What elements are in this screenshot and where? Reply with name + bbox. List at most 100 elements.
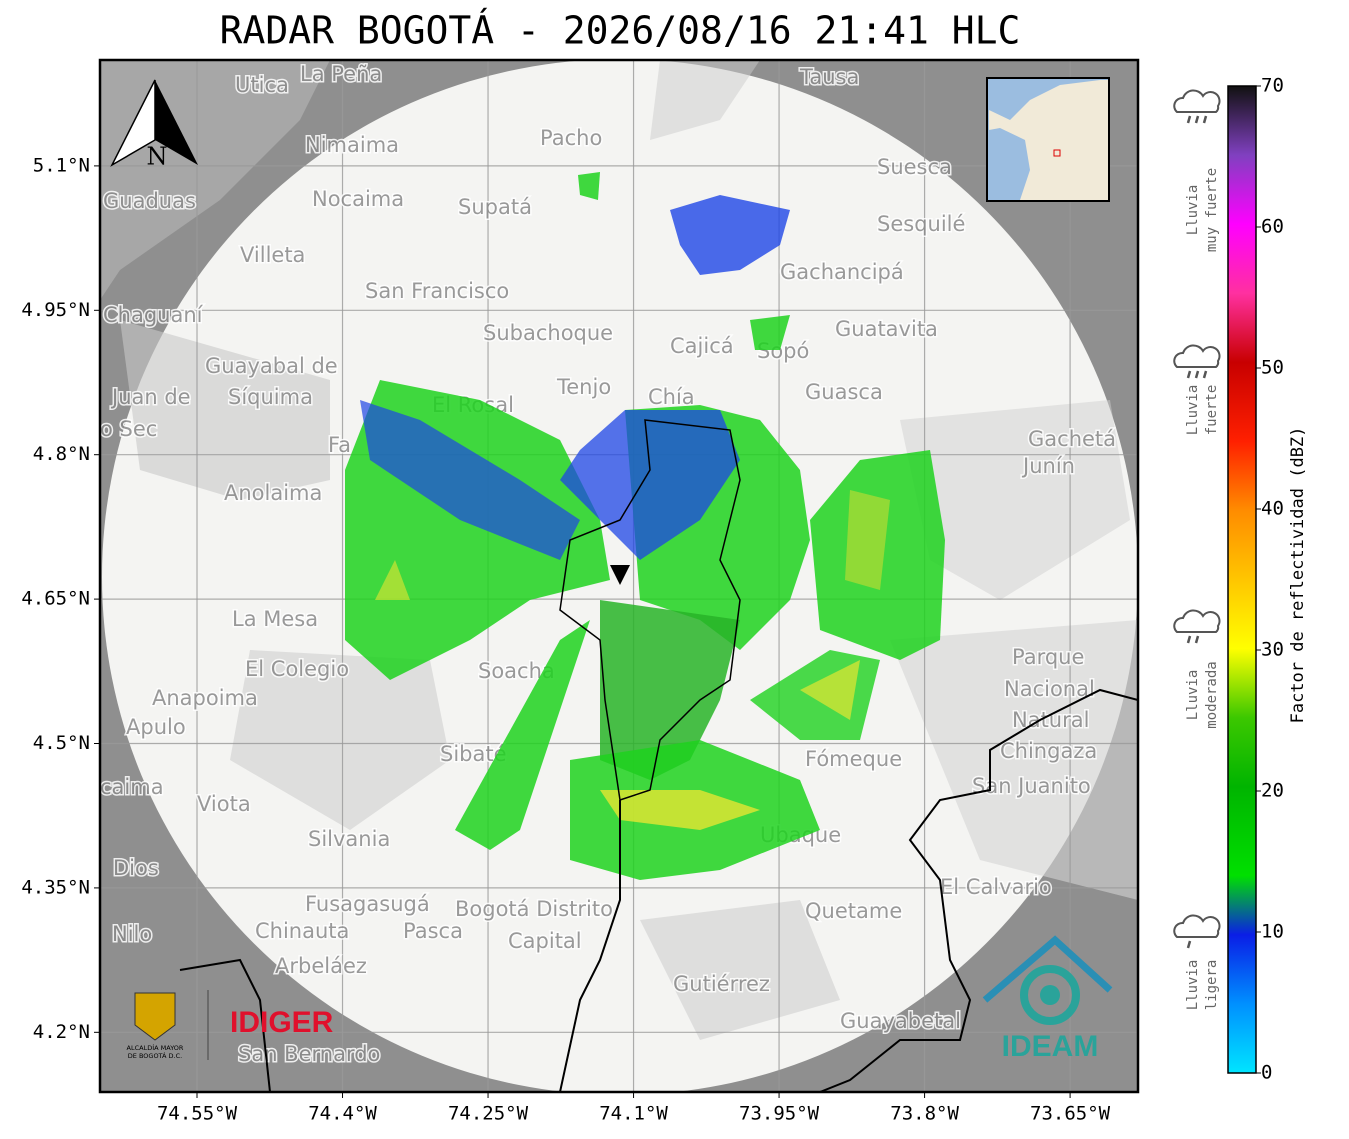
title: RADAR BOGOTÁ - 2026/08/16 21:41 HLC — [220, 9, 1021, 53]
place-label: Apulo — [126, 715, 186, 739]
weather-icon — [1173, 914, 1221, 938]
weather-icon — [1173, 89, 1221, 113]
north-label: N — [147, 143, 168, 171]
place-label: Fusagasugá — [305, 892, 430, 916]
place-label: Fa — [328, 433, 351, 457]
weather-icon — [1194, 115, 1200, 124]
place-label: Chingaza — [1000, 739, 1097, 763]
y-tick-label: 5.1°N — [33, 154, 90, 176]
y-tick-label: 4.2°N — [33, 1021, 90, 1043]
colorbar-tick-label: 0 — [1261, 1062, 1272, 1084]
place-label: San Francisco — [365, 279, 509, 303]
place-label: Tenjo — [556, 375, 611, 399]
place-label: Fómeque — [805, 747, 902, 771]
y-tick-label: 4.8°N — [33, 443, 90, 465]
alcaldia-logo: ALCALDÍA MAYOR DE BOGOTÁ D.C. IDIGER — [127, 990, 334, 1060]
place-label: Supatá — [458, 195, 532, 219]
colorbar-label: Factor de reflectividad (dBZ) — [1288, 427, 1308, 724]
colorbar-tick-label: 30 — [1261, 639, 1284, 661]
place-label: Suesca — [877, 155, 952, 179]
place-label: Nocaima — [312, 187, 404, 211]
place-label: Juan de — [110, 385, 191, 409]
colorbar — [1227, 85, 1257, 1074]
place-label: Natural — [1012, 708, 1089, 732]
rain-level-label: muy fuerte — [1204, 168, 1220, 252]
weather-icon — [1202, 115, 1208, 124]
north-arrow: N — [110, 79, 198, 171]
place-label: Gutiérrez — [673, 972, 770, 996]
weather-icon — [1186, 115, 1192, 124]
terrain — [900, 400, 1130, 600]
colorbar-tick-label: 40 — [1261, 498, 1284, 520]
place-label: Síquima — [228, 385, 313, 409]
y-tick-label: 4.35°N — [21, 876, 90, 898]
place-label: La Mesa — [232, 607, 318, 631]
place-label: Pasca — [403, 919, 463, 943]
weather-icon — [1194, 370, 1200, 379]
radar-site — [610, 565, 630, 585]
y-tick-label: 4.5°N — [33, 732, 90, 754]
place-label: Gachancipá — [780, 260, 904, 284]
place-label: Arbeláez — [275, 954, 367, 978]
place-label: o Sec — [100, 417, 157, 441]
place-label: Sibaté — [440, 742, 507, 766]
x-tick-label: 73.95°W — [739, 1103, 820, 1125]
rain-level-label: Lluvia — [1185, 670, 1201, 721]
place-label: Subachoque — [483, 321, 613, 345]
y-tick-label: 4.95°N — [21, 299, 90, 321]
place-label: Anapoima — [152, 686, 258, 710]
colorbar-tick-label: 50 — [1261, 357, 1284, 379]
place-label: El Calvario — [940, 875, 1052, 899]
y-tick-label: 4.65°N — [21, 588, 90, 610]
terrain — [640, 900, 840, 1040]
weather-icon — [1186, 940, 1192, 949]
place-label: caima — [100, 775, 164, 799]
place-label: Quetame — [805, 899, 902, 923]
place-label: Pacho — [540, 126, 602, 150]
rain-level-label: ligera — [1204, 960, 1220, 1011]
place-label: Chinauta — [255, 919, 349, 943]
x-tick-label: 74.1°W — [599, 1103, 668, 1125]
place-label: El Colegio — [245, 657, 349, 681]
place-label: Nilo — [112, 922, 152, 946]
weather-icon — [1202, 370, 1208, 379]
rain-level-label: Lluvia — [1185, 960, 1201, 1011]
rain-level-label: fuerte — [1204, 385, 1220, 436]
place-label: Bogotá Distrito — [455, 897, 613, 921]
x-tick-label: 74.4°W — [308, 1103, 377, 1125]
place-label: Guatavita — [835, 317, 938, 341]
colorbar-tick-label: 20 — [1261, 780, 1284, 802]
place-label: Nimaima — [305, 133, 399, 157]
inset-map — [986, 77, 1110, 202]
x-tick-label: 73.8°W — [890, 1103, 959, 1125]
place-label: Nacional — [1004, 677, 1095, 701]
idiger-logo: IDIGER — [230, 1006, 334, 1039]
place-label: Silvania — [308, 827, 390, 851]
place-label: Guaduas — [103, 189, 196, 213]
x-tick-label: 74.25°W — [448, 1103, 529, 1125]
colorbar-tick-label: 70 — [1261, 75, 1284, 97]
x-tick-label: 73.65°W — [1030, 1103, 1111, 1125]
weather-icon — [1194, 635, 1200, 644]
place-label: Sesquilé — [877, 212, 965, 236]
place-label: Capital — [508, 929, 582, 953]
terrain — [650, 60, 760, 140]
alcaldia-text: DE BOGOTÁ D.C. — [128, 1051, 182, 1060]
weather-icon — [1186, 370, 1192, 379]
rain-level-label: Lluvia — [1185, 385, 1201, 436]
place-label: La Peña — [300, 62, 382, 86]
place-label: Guayabetal — [840, 1009, 961, 1033]
weather-icon — [1173, 344, 1221, 368]
radar-echoes — [179, 172, 1138, 1092]
alcaldia-text: ALCALDÍA MAYOR — [127, 1043, 184, 1052]
place-label: Cajicá — [670, 334, 734, 358]
place-label: Guasca — [805, 380, 883, 404]
place-label: Junín — [1021, 454, 1075, 478]
map-frame — [98, 58, 1140, 1094]
terrain — [890, 620, 1138, 900]
place-label: Tausa — [799, 65, 859, 89]
terrain — [230, 650, 450, 830]
rain-level-label: moderada — [1204, 661, 1220, 728]
place-label: Parque — [1012, 645, 1084, 669]
ideam-text: IDEAM — [1002, 1030, 1099, 1063]
